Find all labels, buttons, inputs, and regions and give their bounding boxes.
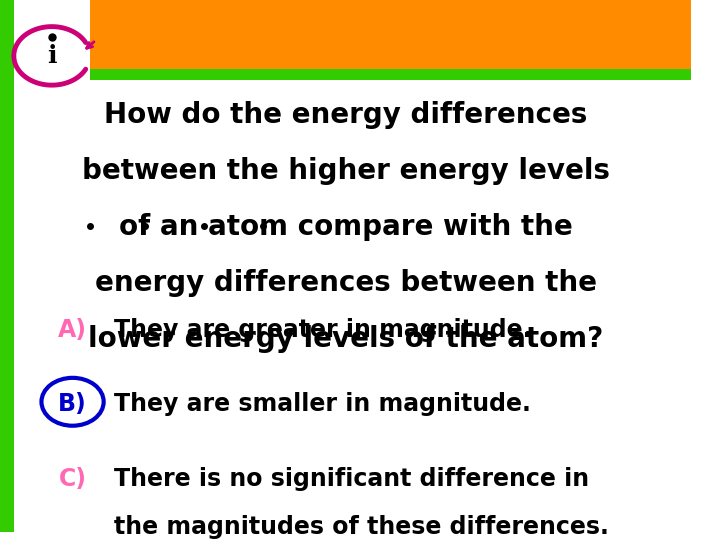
Text: lower energy levels of the atom?: lower energy levels of the atom? (88, 325, 603, 353)
Text: energy differences between the: energy differences between the (94, 269, 597, 297)
Text: They are greater in magnitude.: They are greater in magnitude. (114, 318, 531, 342)
Text: i: i (47, 44, 57, 68)
Text: between the higher energy levels: between the higher energy levels (81, 157, 610, 185)
Text: There is no significant difference in: There is no significant difference in (114, 467, 589, 491)
Text: the magnitudes of these differences.: the magnitudes of these differences. (114, 515, 609, 539)
FancyBboxPatch shape (90, 69, 691, 80)
Text: of an atom compare with the: of an atom compare with the (119, 213, 572, 241)
Text: A): A) (58, 318, 87, 342)
FancyBboxPatch shape (90, 0, 691, 69)
Text: C): C) (58, 467, 86, 491)
FancyBboxPatch shape (0, 0, 14, 532)
Text: B): B) (58, 393, 87, 416)
Text: They are smaller in magnitude.: They are smaller in magnitude. (114, 393, 531, 416)
Text: How do the energy differences: How do the energy differences (104, 101, 588, 129)
